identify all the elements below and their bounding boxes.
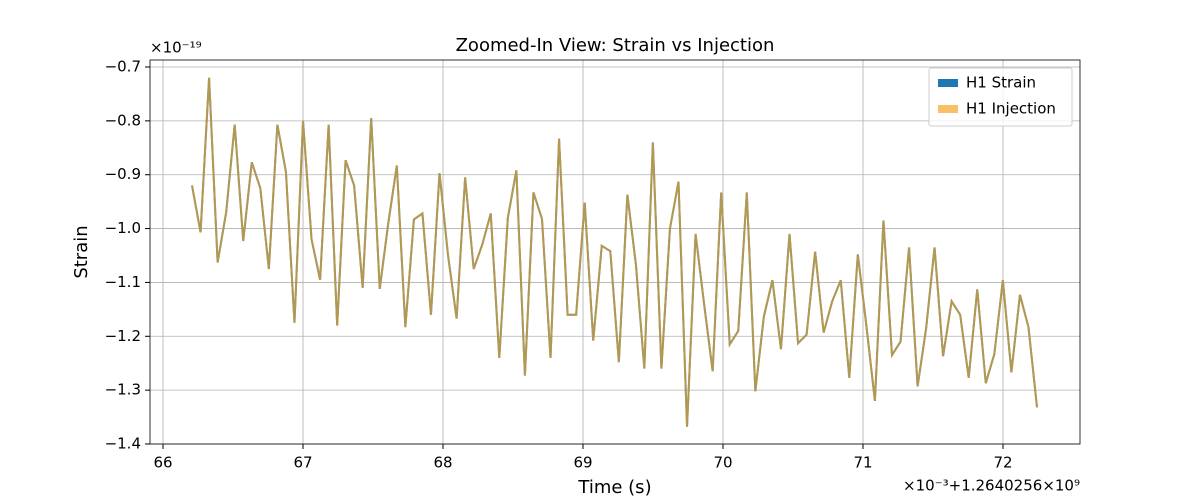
x-tick-label: 67 <box>293 454 312 472</box>
plot-frame <box>149 59 1081 445</box>
x-tick-label: 71 <box>853 454 872 472</box>
y-tick-label: −1.4 <box>105 435 141 453</box>
y-tick-label: −0.9 <box>105 165 141 183</box>
y-axis-label: Strain <box>71 225 92 278</box>
x-tick-label: 69 <box>573 454 592 472</box>
y-offset-label: ×10⁻¹⁹ <box>150 39 202 57</box>
x-tick-label: 68 <box>433 454 452 472</box>
x-tick-label: 70 <box>713 454 732 472</box>
x-offset-label: ×10⁻³+1.2640256×10⁹ <box>903 477 1080 495</box>
series-line <box>191 77 1039 427</box>
legend-swatch <box>938 79 958 87</box>
chart-title: Zoomed-In View: Strain vs Injection <box>456 35 775 56</box>
legend-swatch <box>938 105 958 113</box>
legend-label: H1 Injection <box>966 100 1056 118</box>
x-tick-label: 72 <box>993 454 1012 472</box>
y-tick-label: −1.2 <box>105 327 141 345</box>
y-tick-label: −0.8 <box>105 111 141 129</box>
x-tick-label: 66 <box>153 454 172 472</box>
y-tick-label: −1.3 <box>105 381 141 399</box>
legend-label: H1 Strain <box>966 74 1036 92</box>
legend-box <box>928 67 1073 127</box>
y-tick-label: −1.1 <box>105 273 141 291</box>
x-axis-label: Time (s) <box>577 477 651 498</box>
y-tick-label: −0.7 <box>105 58 141 76</box>
y-tick-label: −1.0 <box>105 219 141 237</box>
